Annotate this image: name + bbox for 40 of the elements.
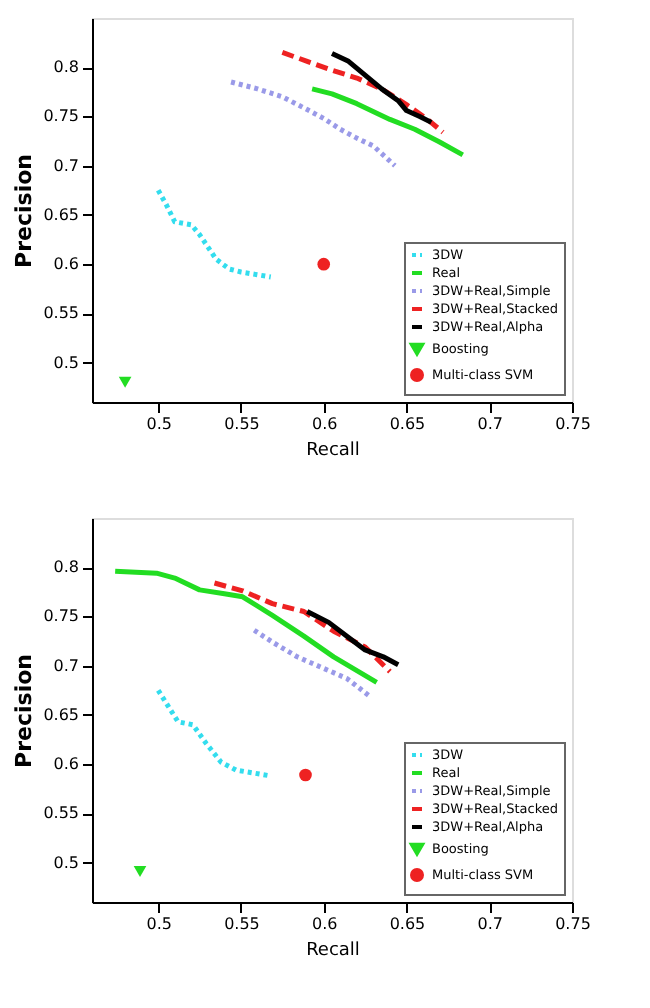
x-tick-label: 0.55 — [224, 415, 260, 433]
line-series — [329, 50, 434, 125]
line-series — [304, 609, 401, 668]
x-tick-label: 0.6 — [311, 415, 338, 433]
y-tick-label: 0.55 — [43, 304, 79, 323]
y-axis-title: Precision — [11, 154, 38, 268]
line-series — [251, 627, 371, 698]
line-series — [309, 86, 466, 158]
y-tick-label: 0.8 — [53, 558, 79, 577]
y-tick-label: 0.5 — [53, 853, 79, 872]
x-axis-title: Recall — [306, 441, 360, 461]
y-tick-label: 0.8 — [53, 58, 79, 77]
x-tick-label: 0.75 — [555, 915, 591, 933]
x-tick-label: 0.6 — [311, 915, 338, 933]
x-tick-label: 0.75 — [555, 415, 591, 433]
x-tick-label: 0.7 — [477, 915, 503, 933]
line-series — [155, 187, 274, 280]
x-axis-title: Recall — [306, 941, 360, 961]
y-tick-label: 0.6 — [53, 255, 79, 274]
y-tick-label: 0.5 — [53, 353, 79, 372]
x-tick-label: 0.65 — [389, 915, 426, 933]
line-series — [211, 580, 393, 675]
x-tick-label: 0.65 — [389, 415, 426, 433]
x-tick-label: 0.7 — [477, 415, 503, 433]
line-series — [112, 568, 380, 685]
y-tick-label: 0.7 — [53, 656, 79, 675]
y-tick-label: 0.75 — [43, 107, 79, 126]
line-series — [279, 49, 446, 135]
y-tick-label: 0.75 — [43, 607, 79, 626]
line-series — [228, 79, 398, 169]
line-series — [155, 687, 274, 779]
y-axis-title: Precision — [11, 654, 38, 768]
x-tick-label: 0.55 — [224, 915, 260, 933]
x-tick-label: 0.5 — [146, 915, 172, 933]
y-tick-label: 0.65 — [43, 205, 79, 224]
y-tick-label: 0.6 — [53, 755, 79, 774]
y-tick-label: 0.65 — [43, 705, 79, 724]
x-tick-label: 0.5 — [146, 415, 172, 433]
y-tick-label: 0.55 — [43, 804, 79, 823]
y-tick-label: 0.7 — [53, 156, 79, 175]
